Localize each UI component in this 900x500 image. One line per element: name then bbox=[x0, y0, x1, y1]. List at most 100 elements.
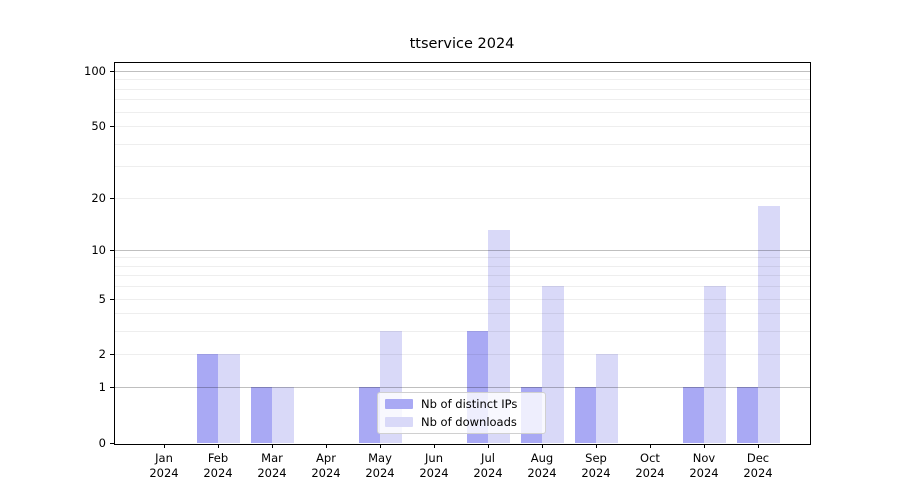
bar-distinct-ips bbox=[736, 387, 758, 443]
x-tick-year: 2024 bbox=[635, 465, 665, 480]
x-tick-month: Jun bbox=[425, 451, 443, 465]
x-tick-label: Dec 2024 bbox=[730, 451, 786, 480]
minor-gridline bbox=[114, 275, 810, 277]
legend-label: Nb of downloads bbox=[421, 415, 517, 429]
x-tick-mark bbox=[758, 444, 759, 448]
bar-downloads bbox=[488, 230, 510, 443]
legend-swatch-distinct-ips bbox=[385, 399, 413, 409]
x-tick-mark bbox=[488, 444, 489, 448]
minor-gridline bbox=[114, 111, 810, 113]
minor-gridline bbox=[114, 88, 810, 90]
y-tick-mark bbox=[110, 197, 114, 199]
bar-downloads bbox=[218, 354, 240, 443]
legend-row: Nb of downloads bbox=[378, 415, 545, 429]
x-tick-year: 2024 bbox=[311, 465, 341, 480]
minor-gridline bbox=[114, 286, 810, 288]
y-tick-label: 20 bbox=[91, 190, 106, 205]
x-tick-year: 2024 bbox=[203, 465, 233, 480]
x-tick-month: Oct bbox=[640, 451, 660, 465]
x-tick-month: Aug bbox=[530, 451, 554, 465]
plot-area-border bbox=[114, 62, 811, 445]
minor-gridline bbox=[114, 313, 810, 315]
x-tick-mark bbox=[704, 444, 705, 448]
x-tick-label: Apr 2024 bbox=[298, 451, 354, 480]
x-tick-label: Aug 2024 bbox=[514, 451, 570, 480]
bar-downloads bbox=[272, 387, 294, 443]
x-tick-year: 2024 bbox=[473, 465, 503, 480]
bar-distinct-ips bbox=[196, 354, 218, 443]
x-tick-label: Jan 2024 bbox=[136, 451, 192, 480]
y-tick-mark bbox=[110, 126, 114, 128]
legend-row: Nb of distinct IPs bbox=[378, 397, 545, 411]
x-tick-month: Jul bbox=[481, 451, 495, 465]
bar-downloads bbox=[704, 286, 726, 443]
x-tick-label: Feb 2024 bbox=[190, 451, 246, 480]
x-tick-year: 2024 bbox=[689, 465, 719, 480]
minor-gridline bbox=[114, 298, 810, 300]
bar-distinct-ips bbox=[358, 387, 380, 443]
bar-distinct-ips bbox=[682, 387, 704, 443]
bar-downloads bbox=[596, 354, 618, 443]
y-tick-label: 1 bbox=[98, 380, 106, 395]
y-tick-label: 0 bbox=[98, 436, 106, 450]
bar-downloads bbox=[542, 286, 564, 443]
major-gridline bbox=[114, 71, 810, 72]
bar-distinct-ips bbox=[574, 387, 596, 443]
x-tick-year: 2024 bbox=[419, 465, 449, 480]
x-tick-label: Jul 2024 bbox=[460, 451, 516, 480]
x-tick-month: Jan bbox=[155, 451, 173, 465]
legend-label: Nb of distinct IPs bbox=[421, 397, 518, 411]
y-tick-label: 2 bbox=[98, 347, 106, 362]
y-tick-label: 10 bbox=[91, 242, 106, 257]
y-tick-mark bbox=[110, 298, 114, 300]
x-tick-mark bbox=[596, 444, 597, 448]
x-tick-year: 2024 bbox=[743, 465, 773, 480]
x-tick-month: Apr bbox=[316, 451, 336, 465]
x-tick-mark bbox=[218, 444, 219, 448]
x-tick-month: May bbox=[368, 451, 392, 465]
x-tick-mark bbox=[650, 444, 651, 448]
minor-gridline bbox=[114, 197, 810, 199]
minor-gridline bbox=[114, 79, 810, 81]
minor-gridline bbox=[114, 354, 810, 356]
bar-distinct-ips bbox=[250, 387, 272, 443]
x-tick-label: Nov 2024 bbox=[676, 451, 732, 480]
y-tick-label: 50 bbox=[91, 119, 106, 134]
y-tick-mark bbox=[110, 354, 114, 356]
x-tick-month: Dec bbox=[746, 451, 770, 465]
x-tick-mark bbox=[326, 444, 327, 448]
minor-gridline bbox=[114, 126, 810, 128]
y-tick-label: 100 bbox=[84, 64, 106, 78]
minor-gridline bbox=[114, 99, 810, 101]
x-tick-mark bbox=[272, 444, 273, 448]
y-tick-mark bbox=[110, 249, 114, 251]
x-tick-label: Oct 2024 bbox=[622, 451, 678, 480]
minor-gridline bbox=[114, 331, 810, 333]
legend-swatch-downloads bbox=[385, 417, 413, 427]
x-tick-label: Jun 2024 bbox=[406, 451, 462, 480]
x-tick-mark bbox=[542, 444, 543, 448]
minor-gridline bbox=[114, 257, 810, 259]
minor-gridline bbox=[114, 143, 810, 145]
chart-title: ttservice 2024 bbox=[409, 36, 515, 52]
x-tick-label: Sep 2024 bbox=[568, 451, 624, 480]
x-tick-mark bbox=[164, 444, 165, 448]
x-tick-year: 2024 bbox=[149, 465, 179, 480]
minor-gridline bbox=[114, 265, 810, 267]
y-tick-mark bbox=[110, 443, 114, 444]
y-tick-mark bbox=[110, 71, 114, 72]
major-gridline bbox=[114, 387, 810, 389]
x-tick-month: Sep bbox=[585, 451, 607, 465]
x-tick-month: Nov bbox=[692, 451, 716, 465]
minor-gridline bbox=[114, 166, 810, 168]
major-gridline bbox=[114, 249, 810, 251]
x-tick-year: 2024 bbox=[365, 465, 395, 480]
x-tick-month: Feb bbox=[207, 451, 229, 465]
x-tick-year: 2024 bbox=[257, 465, 287, 480]
x-tick-mark bbox=[380, 444, 381, 448]
x-tick-year: 2024 bbox=[581, 465, 611, 480]
x-tick-month: Mar bbox=[261, 451, 283, 465]
x-tick-mark bbox=[434, 444, 435, 448]
legend-box: Nb of distinct IPs Nb of downloads bbox=[377, 392, 546, 434]
